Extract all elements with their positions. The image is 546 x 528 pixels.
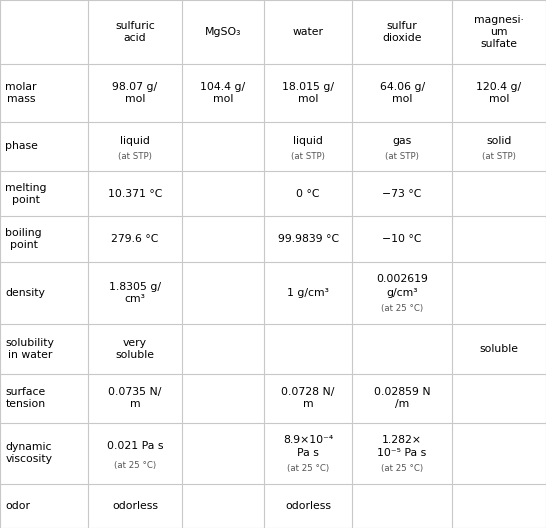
- Text: 279.6 °C: 279.6 °C: [111, 234, 159, 244]
- Text: 10⁻⁵ Pa s: 10⁻⁵ Pa s: [377, 448, 426, 458]
- Text: 18.015 g/
mol: 18.015 g/ mol: [282, 82, 334, 104]
- Text: (at 25 °C): (at 25 °C): [287, 464, 329, 473]
- Text: phase: phase: [5, 142, 38, 152]
- Text: solid: solid: [486, 136, 512, 146]
- Text: very
soluble: very soluble: [116, 338, 155, 360]
- Text: dynamic
viscosity: dynamic viscosity: [5, 442, 52, 464]
- Text: Pa s: Pa s: [297, 448, 319, 458]
- Text: 0.002619: 0.002619: [376, 274, 428, 284]
- Text: 1.8305 g/
cm³: 1.8305 g/ cm³: [109, 282, 161, 304]
- Text: 99.9839 °C: 99.9839 °C: [277, 234, 339, 244]
- Text: 120.4 g/
mol: 120.4 g/ mol: [477, 82, 521, 104]
- Text: (at STP): (at STP): [291, 152, 325, 161]
- Text: odorless: odorless: [112, 501, 158, 511]
- Text: sulfuric
acid: sulfuric acid: [115, 21, 155, 43]
- Text: 64.06 g/
mol: 64.06 g/ mol: [379, 82, 425, 104]
- Text: 8.9×10⁻⁴: 8.9×10⁻⁴: [283, 435, 333, 445]
- Text: boiling
point: boiling point: [5, 228, 42, 250]
- Text: −10 °C: −10 °C: [382, 234, 422, 244]
- Text: MgSO₃: MgSO₃: [205, 27, 241, 37]
- Text: g/cm³: g/cm³: [387, 288, 418, 298]
- Text: solubility
in water: solubility in water: [5, 338, 55, 360]
- Text: magnesi·
um
sulfate: magnesi· um sulfate: [474, 15, 524, 49]
- Text: molar
mass: molar mass: [5, 82, 37, 104]
- Text: 104.4 g/
mol: 104.4 g/ mol: [200, 82, 246, 104]
- Text: (at STP): (at STP): [385, 152, 419, 161]
- Text: 0.02859 N
/m: 0.02859 N /m: [374, 387, 430, 409]
- Text: soluble: soluble: [479, 344, 519, 354]
- Text: −73 °C: −73 °C: [382, 188, 422, 199]
- Text: (at STP): (at STP): [118, 152, 152, 161]
- Text: 0 °C: 0 °C: [296, 188, 320, 199]
- Text: liquid: liquid: [293, 136, 323, 146]
- Text: melting
point: melting point: [5, 183, 47, 204]
- Text: water: water: [293, 27, 324, 37]
- Text: 0.0735 N/
m: 0.0735 N/ m: [108, 387, 162, 409]
- Text: liquid: liquid: [120, 136, 150, 146]
- Text: surface
tension: surface tension: [5, 387, 46, 409]
- Text: gas: gas: [393, 136, 412, 146]
- Text: 0.0728 N/
m: 0.0728 N/ m: [281, 387, 335, 409]
- Text: 98.07 g/
mol: 98.07 g/ mol: [112, 82, 158, 104]
- Text: 1.282×: 1.282×: [382, 435, 422, 445]
- Text: density: density: [5, 288, 45, 298]
- Text: (at 25 °C): (at 25 °C): [381, 464, 423, 473]
- Text: (at 25 °C): (at 25 °C): [114, 461, 156, 470]
- Text: odorless: odorless: [285, 501, 331, 511]
- Text: odor: odor: [5, 501, 31, 511]
- Text: (at 25 °C): (at 25 °C): [381, 304, 423, 313]
- Text: (at STP): (at STP): [482, 152, 516, 161]
- Text: 0.021 Pa s: 0.021 Pa s: [107, 441, 163, 451]
- Text: 1 g/cm³: 1 g/cm³: [287, 288, 329, 298]
- Text: sulfur
dioxide: sulfur dioxide: [382, 21, 422, 43]
- Text: 10.371 °C: 10.371 °C: [108, 188, 162, 199]
